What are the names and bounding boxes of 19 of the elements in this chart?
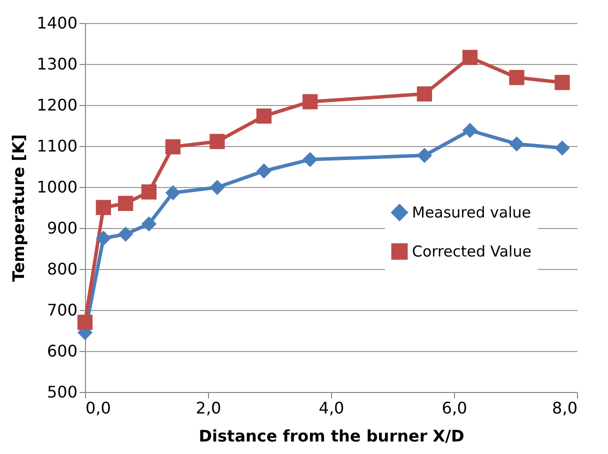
x-tick-label: 0,0 xyxy=(86,398,111,418)
y-tick-label: 1000 xyxy=(36,178,78,196)
legend-label: Corrected Value xyxy=(412,242,532,260)
y-tick-label: 700 xyxy=(46,300,78,320)
x-tick-label: 6,0 xyxy=(442,398,468,418)
y-axis-title: Temperature [K] xyxy=(8,134,28,282)
x-tick-label: 4,0 xyxy=(318,398,344,418)
y-tick-label: 800 xyxy=(46,260,78,278)
y-tick-label: 1100 xyxy=(36,136,78,156)
y-tick-label: 1400 xyxy=(36,14,78,32)
y-tick-label: 500 xyxy=(46,382,78,402)
y-tick-label: 1200 xyxy=(36,96,78,114)
y-tick-label: 900 xyxy=(46,218,78,238)
y-tick-label: 1300 xyxy=(36,54,78,74)
legend-label: Measured value xyxy=(412,204,532,222)
x-axis-title: Distance from the burner X/D xyxy=(198,426,464,446)
x-tick-label: 8,0 xyxy=(552,398,578,418)
y-tick-label: 600 xyxy=(46,342,78,360)
x-tick-label: 2,0 xyxy=(196,398,222,418)
